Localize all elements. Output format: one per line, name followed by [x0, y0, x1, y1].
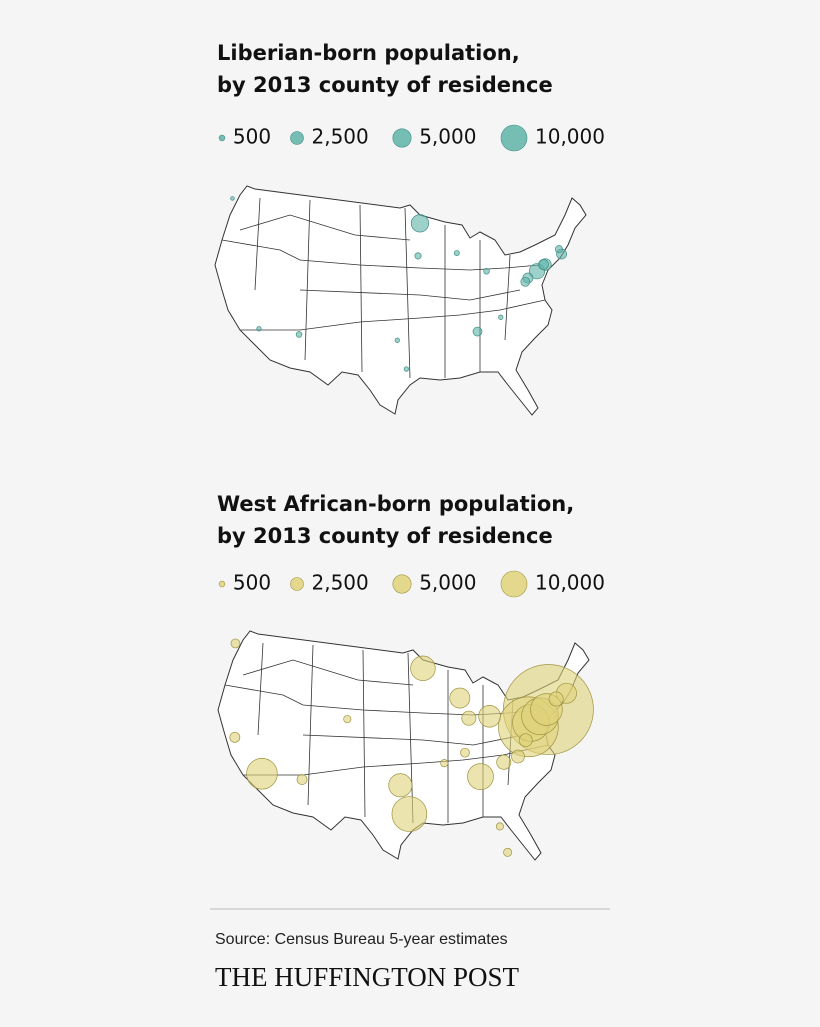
map-title: West African-born population,	[217, 492, 574, 516]
population-bubble	[230, 196, 235, 201]
legend-swatch	[218, 580, 226, 588]
population-bubble	[256, 326, 262, 332]
population-bubble	[478, 705, 501, 728]
population-bubble	[410, 214, 430, 233]
population-bubble	[246, 758, 278, 790]
legend-label: 5,000	[419, 571, 476, 595]
brand: THE HUFFINGTON POST	[215, 962, 520, 992]
population-bubble	[511, 749, 525, 764]
legend-label: 2,500	[312, 571, 369, 595]
map-title: Liberian-born population,	[217, 41, 520, 65]
population-bubble	[460, 747, 470, 758]
legend-swatch	[392, 128, 412, 148]
legend-label: 500	[233, 125, 271, 149]
population-bubble	[503, 847, 513, 857]
population-bubble	[403, 366, 409, 372]
legend-label: 10,000	[535, 571, 605, 595]
population-bubble	[461, 710, 477, 726]
population-bubble	[472, 326, 483, 337]
population-bubble	[449, 687, 471, 709]
population-bubble	[391, 796, 428, 832]
population-bubble	[518, 733, 533, 748]
population-bubble	[440, 759, 449, 768]
population-bubble	[520, 276, 531, 287]
population-bubble	[453, 250, 460, 256]
population-bubble	[296, 774, 308, 785]
population-bubble	[496, 754, 512, 770]
population-bubble	[388, 773, 413, 798]
population-bubble	[230, 638, 241, 649]
population-bubble	[414, 252, 422, 260]
legend-swatch	[218, 134, 226, 142]
legend-swatch	[500, 124, 528, 152]
legend-swatch	[290, 577, 304, 591]
population-bubble	[483, 267, 490, 275]
legend-label: 2,500	[312, 125, 369, 149]
source: Source: Census Bureau 5-year estimates	[215, 931, 508, 948]
us-map	[214, 185, 587, 416]
map-title: by 2013 county of residence	[217, 73, 553, 97]
population-bubble	[554, 245, 563, 254]
population-bubble	[229, 731, 241, 743]
population-bubble	[548, 691, 564, 707]
legend-label: 500	[233, 571, 271, 595]
legend-label: 10,000	[535, 125, 605, 149]
legend-swatch	[392, 574, 412, 594]
legend-label: 5,000	[419, 125, 476, 149]
population-bubble	[498, 314, 504, 320]
population-bubble	[343, 715, 352, 724]
population-bubble	[538, 259, 549, 270]
population-bubble	[495, 822, 504, 831]
legend-swatch	[290, 131, 304, 145]
population-bubble	[410, 655, 436, 682]
population-bubble	[295, 331, 303, 338]
population-bubble	[394, 337, 400, 343]
legend-swatch	[500, 570, 528, 598]
map-title: by 2013 county of residence	[217, 524, 553, 548]
population-bubble	[467, 763, 494, 790]
